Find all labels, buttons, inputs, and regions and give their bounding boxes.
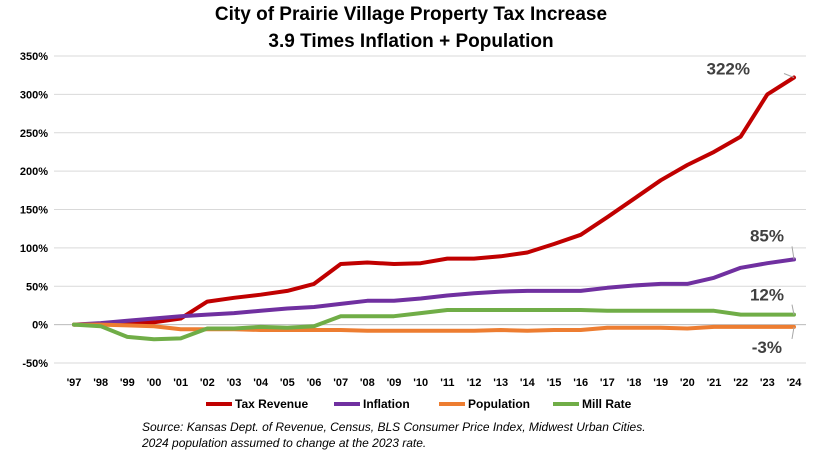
x-tick-label: '10 (413, 377, 428, 389)
x-tick-label: '20 (680, 377, 695, 389)
x-tick-label: '06 (307, 377, 322, 389)
series-line-tax-revenue (72, 75, 796, 327)
legend-label: Inflation (363, 397, 410, 411)
x-tick-label: '24 (787, 377, 803, 389)
x-tick-label: '04 (253, 377, 269, 389)
x-tick-label: '22 (733, 377, 748, 389)
x-tick-label: '12 (467, 377, 482, 389)
annotation-leader-line (791, 326, 795, 340)
legend-label: Population (468, 397, 530, 411)
x-tick-label: '02 (200, 377, 215, 389)
annotation-label: -3% (752, 338, 782, 357)
series-line-mill-rate (72, 308, 796, 342)
x-tick-label: '01 (173, 377, 188, 389)
x-tick-label: '09 (387, 377, 402, 389)
x-tick-label: '98 (93, 377, 108, 389)
x-tick-label: '18 (627, 377, 642, 389)
annotation-label: 85% (750, 226, 784, 245)
y-tick-label: 350% (20, 51, 48, 63)
annotation-leader-line (783, 73, 795, 78)
x-tick-label: '21 (707, 377, 722, 389)
x-tick-label: '03 (227, 377, 242, 389)
x-tick-label: '05 (280, 377, 295, 389)
chart-title-line-1: City of Prairie Village Property Tax Inc… (215, 4, 607, 25)
annotation-label: 12% (750, 286, 784, 305)
y-tick-label: 100% (20, 243, 48, 255)
y-tick-label: 250% (20, 128, 48, 140)
y-tick-label: 150% (20, 205, 48, 217)
annotation-leader-line (791, 246, 795, 260)
legend: Tax Revenue Inflation Population Mill Rate (206, 397, 632, 411)
chart-title-line-2: 3.9 Times Inflation + Population (268, 31, 553, 52)
series-lines (72, 75, 796, 342)
legend-label: Tax Revenue (235, 397, 308, 411)
x-tick-label: '16 (573, 377, 588, 389)
y-tick-label: 200% (20, 166, 48, 178)
x-tick-label: '17 (600, 377, 615, 389)
x-tick-label: '07 (333, 377, 348, 389)
x-tick-label: '99 (120, 377, 135, 389)
annotation-leader-line (791, 304, 795, 315)
y-tick-label: -50% (22, 358, 48, 370)
x-tick-label: '00 (147, 377, 162, 389)
x-tick-label: '15 (547, 377, 562, 389)
y-tick-label: 0% (32, 320, 48, 332)
x-tick-label: '11 (440, 377, 454, 389)
source-note-line-1: Source: Kansas Dept. of Revenue, Census,… (142, 420, 646, 434)
x-axis-ticks: '97 '98 '99 '00 '01 '02 '03 '04 '05 '06 '07 '08 '09 '… (67, 377, 803, 389)
legend-label: Mill Rate (582, 397, 632, 411)
end-annotations: 322% 85% 12% -3% (707, 59, 795, 357)
series-line-population (72, 322, 796, 333)
x-tick-label: '08 (360, 377, 375, 389)
source-note-line-2: 2024 population assumed to change at the… (141, 436, 426, 450)
x-tick-label: '13 (493, 377, 508, 389)
x-tick-label: '97 (67, 377, 82, 389)
annotation-label: 322% (707, 59, 750, 78)
gridlines (54, 55, 806, 364)
x-tick-label: '19 (653, 377, 668, 389)
y-tick-label: 300% (20, 89, 48, 101)
y-axis-ticks: 350% 300% 250% 200% 150% 100% 50% 0% -50% (20, 51, 48, 370)
x-tick-label: '23 (760, 377, 775, 389)
x-tick-label: '14 (520, 377, 536, 389)
series-line-inflation (72, 257, 796, 327)
y-tick-label: 50% (26, 281, 48, 293)
